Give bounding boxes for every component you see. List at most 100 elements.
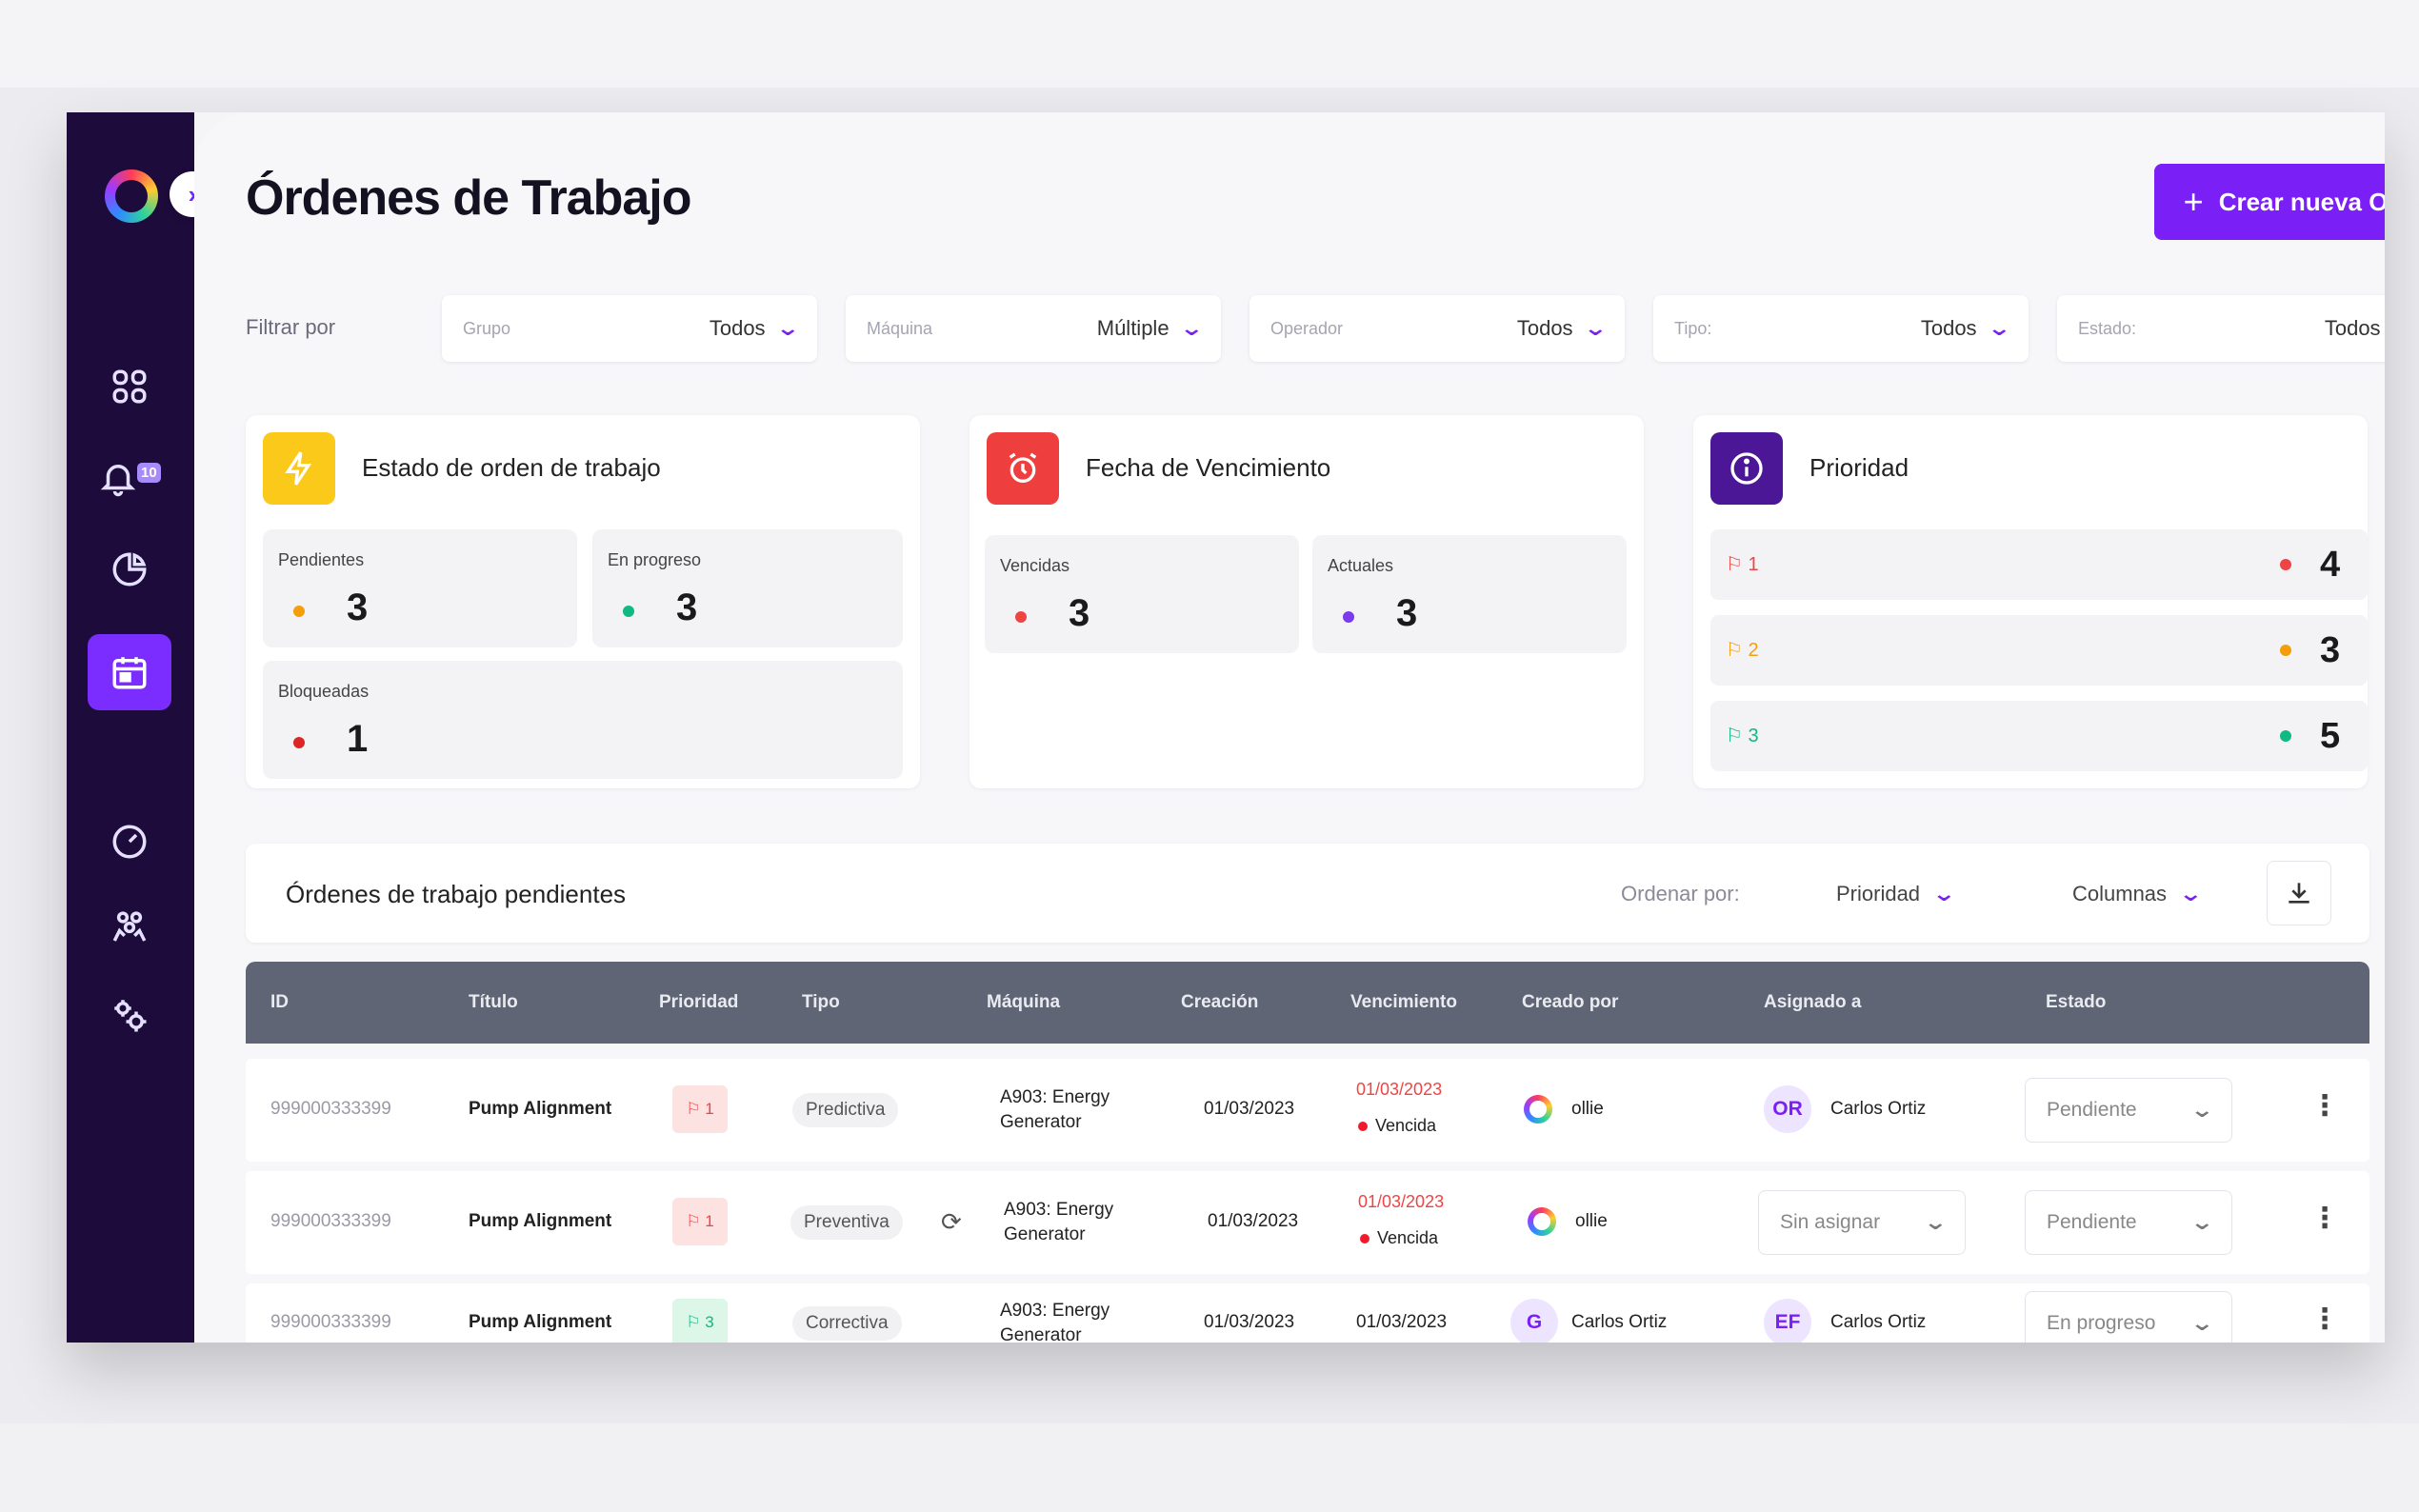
sort-dropdown[interactable]: Prioridad ⌄ bbox=[1836, 882, 1956, 906]
stat-value: 1 bbox=[347, 718, 369, 760]
status-dot bbox=[2280, 730, 2291, 742]
row-due-date: 01/03/2023 bbox=[1358, 1192, 1445, 1211]
row-created: 01/03/2023 bbox=[1204, 1312, 1295, 1332]
status-select[interactable]: Pendiente ⌄ bbox=[2025, 1078, 2232, 1143]
chevron-down-icon: ⌄ bbox=[774, 316, 800, 340]
filter-operador[interactable]: Operador Todos ⌄ bbox=[1249, 295, 1625, 362]
chevron-down-icon: ⌄ bbox=[2189, 1210, 2214, 1234]
assignee-avatar: OR bbox=[1764, 1085, 1811, 1133]
filter-name: Grupo bbox=[463, 318, 511, 338]
chevron-right-icon: › bbox=[188, 179, 197, 209]
filter-estado[interactable]: Estado: Todos⌄ bbox=[2057, 295, 2385, 362]
flag-icon: ⚐ bbox=[686, 1212, 706, 1230]
creator-avatar bbox=[1524, 1095, 1552, 1124]
priority-level: 1 bbox=[705, 1212, 714, 1230]
row-created: 01/03/2023 bbox=[1204, 1099, 1295, 1119]
sidebar-item-reports[interactable] bbox=[88, 531, 171, 607]
row-creator: ollie bbox=[1571, 1099, 1604, 1119]
column-header[interactable]: Vencimiento bbox=[1350, 992, 1457, 1012]
chevron-down-icon: ⌄ bbox=[2178, 882, 2204, 905]
column-header[interactable]: Asignado a bbox=[1764, 992, 1862, 1012]
dashboard-grid-icon bbox=[112, 369, 147, 404]
status-dot bbox=[623, 606, 634, 617]
overdue-dot bbox=[1358, 1121, 1368, 1131]
sidebar-item-team[interactable] bbox=[88, 889, 171, 965]
status-value: Pendiente bbox=[2047, 1099, 2137, 1121]
status-dot bbox=[1015, 611, 1027, 623]
assignee-avatar: EF bbox=[1764, 1299, 1811, 1343]
priority-row-3[interactable]: ⚐ 3 5 bbox=[1710, 701, 2368, 771]
card-title: Estado de orden de trabajo bbox=[362, 453, 661, 482]
team-icon bbox=[112, 911, 147, 942]
row-creator: ollie bbox=[1575, 1211, 1608, 1231]
creator-avatar bbox=[1528, 1207, 1556, 1236]
more-options-icon[interactable]: ⋮ bbox=[2310, 1090, 2339, 1122]
status-select[interactable]: Pendiente ⌄ bbox=[2025, 1190, 2232, 1255]
page-title: Órdenes de Trabajo bbox=[246, 170, 691, 226]
row-created: 01/03/2023 bbox=[1208, 1211, 1299, 1231]
calendar-icon bbox=[112, 657, 147, 689]
flag-icon: ⚐ bbox=[686, 1313, 706, 1331]
more-options-icon[interactable]: ⋮ bbox=[2310, 1203, 2339, 1234]
column-header[interactable]: Máquina bbox=[987, 992, 1061, 1012]
priority-card: Prioridad ⚐ 1 4 ⚐ 2 3 ⚐ 3 5 bbox=[1693, 415, 2368, 788]
stat-actuales[interactable]: Actuales 3 bbox=[1312, 535, 1627, 653]
stat-en-progreso[interactable]: En progreso 3 bbox=[592, 529, 903, 647]
row-due-date: 01/03/2023 bbox=[1356, 1312, 1448, 1332]
filter-tipo[interactable]: Tipo: Todos ⌄ bbox=[1653, 295, 2029, 362]
status-dot bbox=[2280, 559, 2291, 570]
backdrop-bottom bbox=[0, 1423, 2419, 1512]
create-work-order-button[interactable]: + Crear nueva OT bbox=[2154, 164, 2385, 240]
column-header[interactable]: Título bbox=[469, 992, 518, 1012]
columns-dropdown[interactable]: Columnas ⌄ bbox=[2072, 882, 2203, 906]
chevron-down-icon: ⌄ bbox=[2189, 1311, 2214, 1335]
status-select[interactable]: En progreso ⌄ bbox=[2025, 1291, 2232, 1343]
row-id: 999000333399 bbox=[270, 1312, 391, 1332]
stat-pendientes[interactable]: Pendientes 3 bbox=[263, 529, 577, 647]
column-header[interactable]: Creación bbox=[1181, 992, 1259, 1012]
due-date-card: Fecha de Vencimiento Vencidas 3 Actuales… bbox=[970, 415, 1644, 788]
row-title: Pump Alignment bbox=[469, 1312, 612, 1332]
priority-count: 5 bbox=[2320, 716, 2341, 756]
table-row[interactable]: 999000333399 Pump Alignment ⚐ 1 Predicti… bbox=[246, 1059, 2369, 1162]
table-row[interactable]: 999000333399 Pump Alignment ⚐ 1 Preventi… bbox=[246, 1171, 2369, 1274]
gauge-icon bbox=[112, 825, 147, 859]
priority-level: 3 bbox=[1748, 726, 1759, 746]
chevron-down-icon: ⌄ bbox=[1178, 316, 1204, 340]
stat-label: En progreso bbox=[608, 550, 702, 569]
column-header[interactable]: Tipo bbox=[802, 992, 840, 1012]
status-dot bbox=[293, 737, 305, 748]
filter-grupo[interactable]: Grupo Todos ⌄ bbox=[442, 295, 817, 362]
table-row[interactable]: 999000333399 Pump Alignment ⚐ 3 Correcti… bbox=[246, 1283, 2369, 1343]
sidebar-item-settings[interactable] bbox=[88, 977, 171, 1053]
priority-row-2[interactable]: ⚐ 2 3 bbox=[1710, 615, 2368, 686]
sidebar-item-performance[interactable] bbox=[88, 804, 171, 880]
sidebar-item-work-orders[interactable] bbox=[88, 634, 171, 710]
stat-label: Vencidas bbox=[1000, 556, 1070, 575]
assignee-select[interactable]: Sin asignar ⌄ bbox=[1758, 1190, 1966, 1255]
stat-vencidas[interactable]: Vencidas 3 bbox=[985, 535, 1299, 653]
more-options-icon[interactable]: ⋮ bbox=[2310, 1303, 2339, 1335]
app-window: 10 bbox=[67, 112, 2385, 1343]
priority-chip: ⚐ 1 bbox=[672, 1085, 728, 1133]
column-header[interactable]: ID bbox=[270, 992, 289, 1012]
row-assignee: Carlos Ortiz bbox=[1830, 1099, 1927, 1119]
lightning-icon bbox=[263, 432, 335, 505]
stat-bloqueadas[interactable]: Bloqueadas 1 bbox=[263, 661, 903, 779]
column-header[interactable]: Creado por bbox=[1522, 992, 1619, 1012]
filter-name: Tipo: bbox=[1674, 318, 1712, 338]
status-dot bbox=[1343, 611, 1354, 623]
table-header: ID Título Prioridad Tipo Máquina Creació… bbox=[246, 962, 2369, 1044]
column-header[interactable]: Estado bbox=[2046, 992, 2107, 1012]
download-button[interactable] bbox=[2267, 861, 2331, 925]
priority-row-1[interactable]: ⚐ 1 4 bbox=[1710, 529, 2368, 600]
filter-maquina[interactable]: Máquina Múltiple ⌄ bbox=[846, 295, 1221, 362]
row-due-state: Vencida bbox=[1377, 1228, 1439, 1247]
priority-level: 1 bbox=[705, 1100, 714, 1118]
row-title: Pump Alignment bbox=[469, 1211, 612, 1231]
column-header[interactable]: Prioridad bbox=[659, 992, 739, 1012]
sidebar-item-dashboard[interactable] bbox=[88, 348, 171, 425]
filter-value: Múltiple bbox=[1096, 316, 1170, 340]
row-creator: Carlos Ortiz bbox=[1571, 1312, 1668, 1332]
sidebar-item-notifications[interactable]: 10 bbox=[88, 440, 171, 516]
